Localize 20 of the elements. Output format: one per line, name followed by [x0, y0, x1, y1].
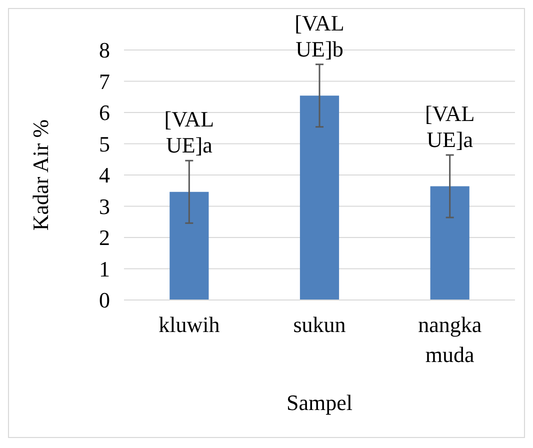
y-tick-label: 8: [99, 38, 110, 63]
bar: [170, 192, 209, 300]
bar: [430, 186, 470, 300]
y-axis-title: Kadar Air %: [28, 119, 53, 231]
x-tick-label: nangka muda: [418, 312, 482, 367]
y-tick-label: 0: [99, 288, 110, 313]
y-tick-label: 2: [99, 225, 110, 250]
data-label: [VALUE]a: [164, 106, 214, 158]
x-axis-title: Sampel: [286, 390, 352, 415]
y-tick-label: 4: [99, 162, 110, 188]
y-tick-label: 5: [99, 131, 110, 156]
y-tick-label: 1: [99, 256, 110, 282]
x-tick-label: kluwih: [158, 312, 220, 337]
y-tick-label: 6: [99, 100, 110, 126]
bar: [300, 96, 340, 300]
y-tick-label: 3: [99, 194, 110, 219]
data-label: [VALUE]b: [294, 10, 344, 62]
data-label: [VALUE]a: [424, 101, 475, 152]
x-tick-label: sukun: [293, 312, 346, 337]
y-tick-label: 7: [99, 68, 110, 94]
